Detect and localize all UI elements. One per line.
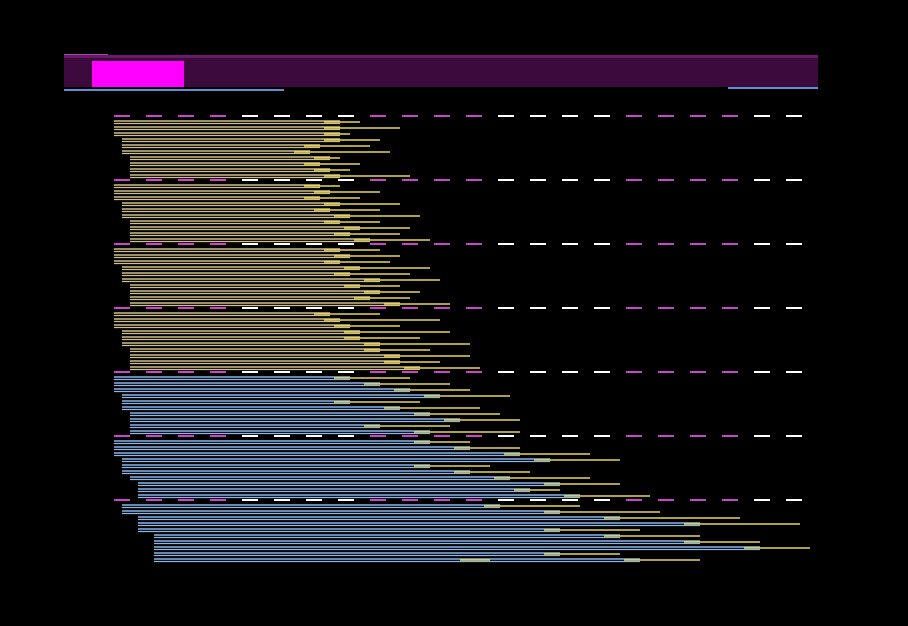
underline-left bbox=[64, 89, 284, 91]
header-bar bbox=[64, 55, 818, 87]
underline-right bbox=[728, 87, 818, 89]
selection-highlight[interactable] bbox=[92, 61, 184, 87]
